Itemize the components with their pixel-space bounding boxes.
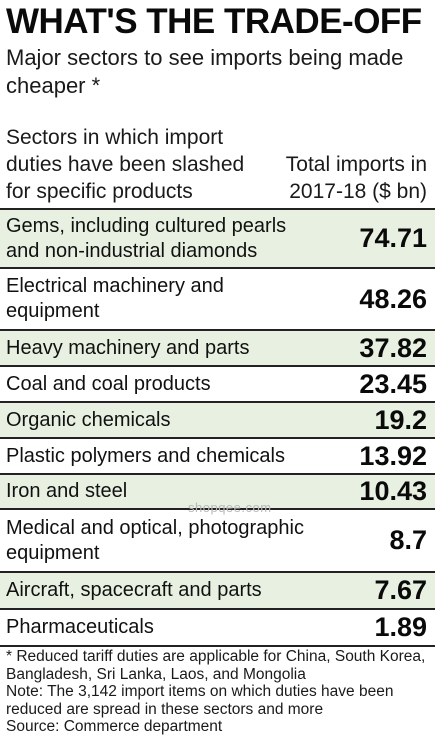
table-row: Medical and optical, photographic equipm… [0, 510, 435, 573]
sector-label: Pharmaceuticals [6, 616, 154, 638]
page-subtitle: Major sectors to see imports being made … [6, 45, 404, 98]
import-value: 7.67 [374, 575, 427, 605]
sector-label: Iron and steel [6, 480, 128, 502]
table-row: Organic chemicals 19.2 [0, 403, 435, 439]
table-row: Coal and coal products 23.45 [0, 367, 435, 403]
table-row: Aircraft, spacecraft and parts 7.67 [0, 573, 435, 610]
table-row: Pharmaceuticals 1.89 [0, 610, 435, 647]
import-value: 13.92 [359, 440, 427, 471]
column-header-sectors: Sectors in which import duties have been… [6, 126, 245, 203]
import-value: 19.2 [374, 404, 427, 435]
table-row: Iron and steel 10.43 [0, 475, 435, 510]
page-title: WHAT'S THE TRADE-OFF [6, 2, 422, 41]
sector-label: Heavy machinery and parts [6, 336, 250, 359]
footnote-note: Note: The 3,142 import items on which du… [6, 683, 394, 718]
sector-label: Plastic polymers and chemicals [6, 444, 285, 467]
import-value: 74.71 [359, 223, 427, 253]
footnote-source: Source: Commerce department [6, 718, 223, 735]
sector-label: Aircraft, spacecraft and parts [6, 579, 262, 601]
import-value: 8.7 [389, 525, 427, 555]
sector-table: Gems, including cultured pearls and non-… [0, 208, 435, 647]
table-row: Heavy machinery and parts 37.82 [0, 331, 435, 367]
sector-label: Coal and coal products [6, 372, 211, 395]
sector-label: Medical and optical, photographic equipm… [6, 516, 304, 564]
import-value: 1.89 [374, 612, 427, 642]
table-header: Sectors in which import duties have been… [0, 124, 435, 208]
sector-label: Electrical machinery and equipment [6, 275, 224, 322]
footnote-tariff: * Reduced tariff duties are applicable f… [6, 648, 426, 683]
table-row: Plastic polymers and chemicals 13.92 [0, 439, 435, 475]
import-value: 37.82 [359, 332, 427, 363]
import-value: 23.45 [359, 368, 427, 399]
import-value: 10.43 [359, 476, 427, 506]
table-row: Gems, including cultured pearls and non-… [0, 210, 435, 269]
sector-label: Organic chemicals [6, 408, 171, 431]
sector-label: Gems, including cultured pearls and non-… [6, 214, 287, 262]
column-header-imports: Total imports in 2017-18 ($ bn) [285, 153, 427, 203]
footnotes: * Reduced tariff duties are applicable f… [6, 648, 431, 736]
table-row: Electrical machinery and equipment 48.26 [0, 269, 435, 331]
import-value: 48.26 [359, 283, 427, 314]
watermark: shopqee.com [188, 500, 272, 515]
